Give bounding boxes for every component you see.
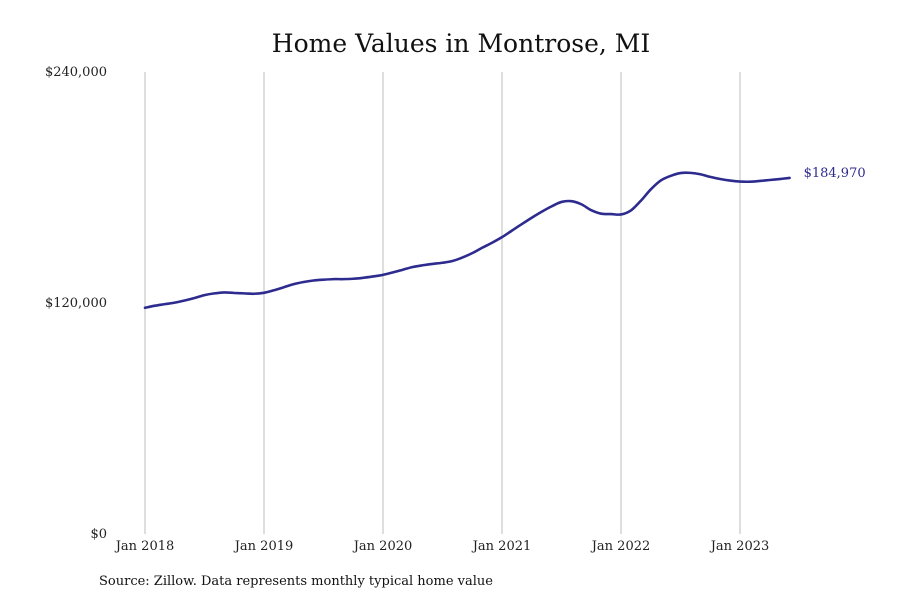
series-layer <box>143 171 791 310</box>
x-tick-label: Jan 2018 <box>114 539 175 554</box>
series-line <box>143 171 791 310</box>
x-tick-label: Jan 2023 <box>709 539 770 554</box>
vertical-gridlines <box>144 72 741 534</box>
x-axis-tick-labels: Jan 2018 Jan 2019 Jan 2020 Jan 2021 Jan 2022… <box>114 539 770 554</box>
chart-title: Home Values in Montrose, MI <box>272 29 650 58</box>
y-tick-label: $0 <box>90 527 107 542</box>
y-tick-label: $240,000 <box>45 65 107 80</box>
y-axis-tick-labels: $0 $120,000 $240,000 <box>45 65 107 542</box>
x-tick-label: Jan 2021 <box>471 539 532 554</box>
x-tick-label: Jan 2022 <box>590 539 651 554</box>
end-value-label: $184,970 <box>804 166 866 181</box>
y-tick-label: $120,000 <box>45 296 107 311</box>
x-tick-label: Jan 2020 <box>352 539 413 554</box>
x-tick-label: Jan 2019 <box>233 539 294 554</box>
source-note: Source: Zillow. Data represents monthly … <box>99 574 493 589</box>
